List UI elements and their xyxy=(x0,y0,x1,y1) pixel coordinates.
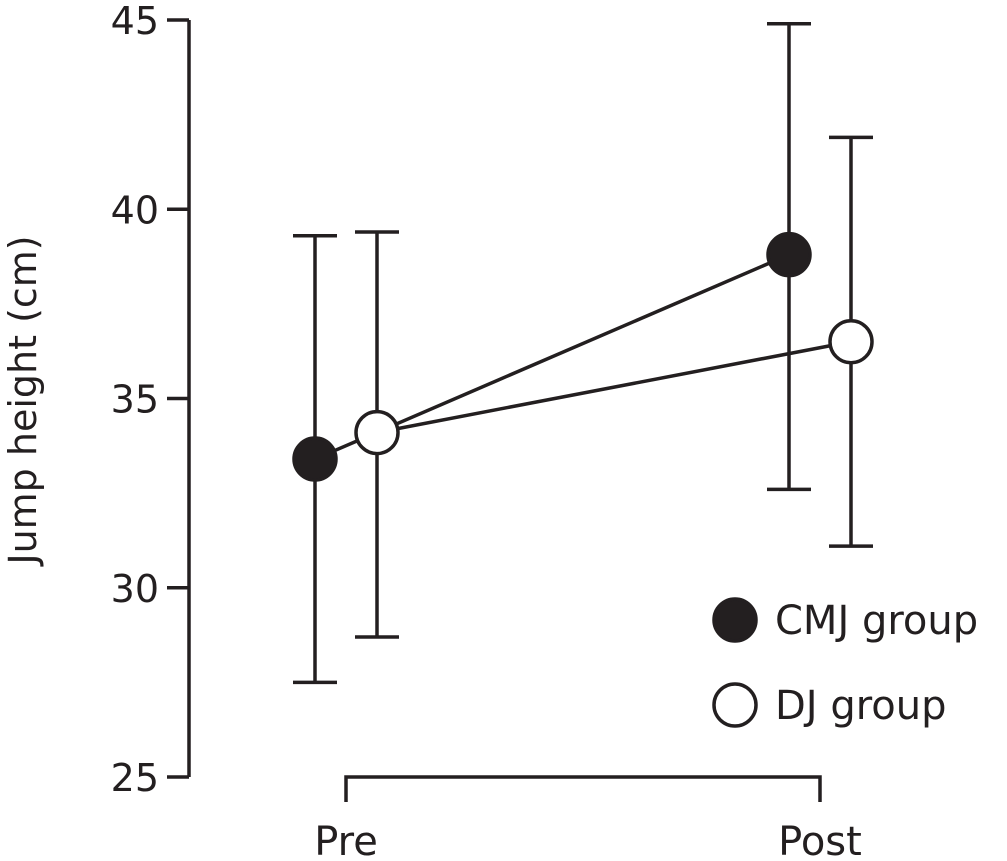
data-point xyxy=(292,436,338,482)
y-axis-label: Jump height (cm) xyxy=(1,235,45,566)
legend-label: CMJ group xyxy=(775,598,978,644)
legend-marker xyxy=(712,597,758,643)
x-tick-label: Post xyxy=(778,819,862,861)
y-tick-label: 45 xyxy=(111,0,159,43)
series-layer xyxy=(292,22,874,685)
legend: CMJ group DJ group xyxy=(712,597,978,729)
legend-label: DJ group xyxy=(775,683,946,729)
data-point xyxy=(828,318,874,365)
x-tick-label: Pre xyxy=(314,819,378,861)
y-tick-label: 35 xyxy=(111,378,159,422)
data-point xyxy=(354,409,400,456)
y-axis: 25 30 35 40 45 xyxy=(111,0,191,800)
data-point xyxy=(766,231,812,278)
x-axis-line xyxy=(344,775,822,802)
legend-marker xyxy=(712,682,758,728)
y-tick-label: 30 xyxy=(111,567,159,611)
y-tick-label: 25 xyxy=(111,756,159,800)
x-axis: Pre Post xyxy=(314,775,862,861)
series-line xyxy=(376,340,852,435)
y-tick-label: 40 xyxy=(111,188,159,232)
